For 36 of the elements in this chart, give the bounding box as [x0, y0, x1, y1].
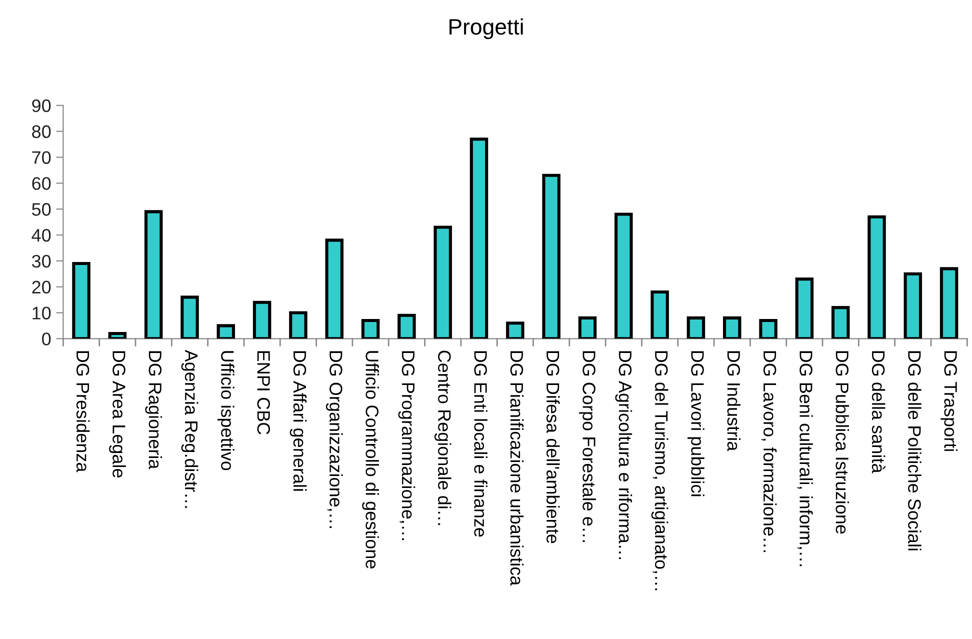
x-tick-label: DG Difesa dell'ambiente: [546, 351, 560, 544]
y-tick-label: 90: [32, 99, 51, 112]
x-tick-label: DG Agricoltura e riforma…: [615, 351, 632, 560]
x-tick-label: Ufficio ispettivo: [217, 351, 234, 470]
x-tick-label: DG Pubblica Istruzione: [836, 351, 849, 534]
y-tick-label: 40: [32, 228, 51, 242]
x-tick-label: DG Lavori pubblici: [688, 351, 704, 496]
y-tick-label: 70: [32, 151, 51, 164]
x-tick-label: ENPI CBC: [257, 351, 270, 434]
x-tick-label: DG Beni culturali, inform,…: [797, 351, 813, 566]
x-tick-label: DG Lavoro, formazione…: [761, 351, 777, 552]
x-tick-label: DG Pianificazione urbanistica: [510, 351, 524, 586]
x-tick-label: DG del Turismo, artigianato,…: [651, 351, 668, 590]
x-tick-label: Agenzia Reg.distr…: [181, 350, 198, 508]
x-tick-label: DG delle Politiche Sociali: [908, 351, 922, 550]
x-tick-label: DG Trasporti: [940, 351, 958, 451]
y-tick-label: 0: [42, 332, 51, 346]
x-tick-label: DG Affari generali: [290, 351, 307, 491]
x-tick-label: Ufficio Controllo di gestione: [362, 351, 379, 568]
y-tick-label: 20: [32, 280, 51, 294]
x-tick-label: DG Enti locali e finanze: [474, 351, 488, 537]
x-tick-label: DG Ragioneria: [145, 351, 162, 470]
x-tick-label: Centro Regionale di…: [434, 350, 452, 525]
x-tick-label: DG Programmazione,…: [398, 351, 416, 540]
x-tick-label: DG della sanità: [872, 351, 886, 474]
x-tick-label: DG Presidenza: [76, 351, 90, 472]
y-tick-label: 80: [32, 125, 51, 138]
y-tick-label: 50: [32, 203, 51, 216]
y-tick-label: 60: [32, 177, 51, 190]
x-tick-label: DG Organizzazione,…: [326, 351, 343, 528]
chart-title: Progetti: [450, 18, 523, 40]
x-tick-label: DG Industria: [727, 351, 741, 452]
x-tick-label: DG Corpo Forestale e…: [579, 351, 596, 542]
y-tick-label: 10: [32, 306, 51, 320]
x-tick-label: DG Area Legale: [109, 351, 126, 478]
y-tick-label: 30: [32, 254, 51, 268]
